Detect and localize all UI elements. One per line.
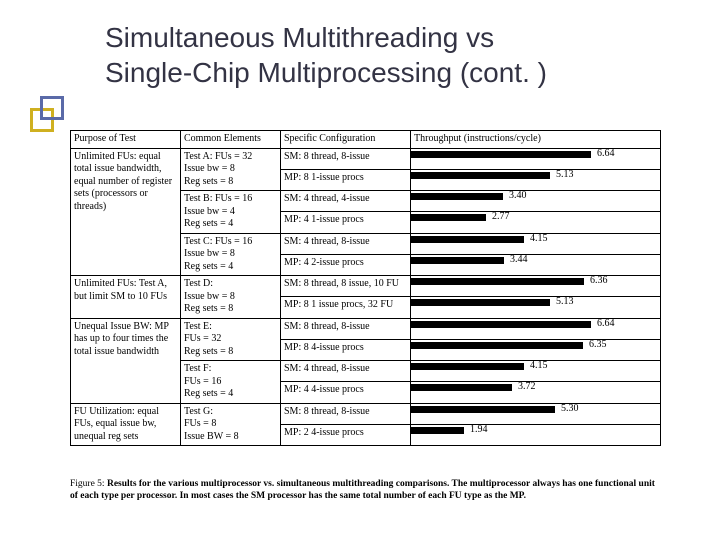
throughput-bar (411, 236, 524, 243)
specific-config-cell: SM: 4 thread, 8-issue (281, 361, 411, 382)
specific-config-cell: MP: 8 4-issue procs (281, 339, 411, 360)
specific-config-cell: MP: 2 4-issue procs (281, 424, 411, 445)
table-row: FU Utilization: equal FUs, equal issue b… (71, 403, 661, 424)
specific-config-cell: MP: 4 2-issue procs (281, 254, 411, 275)
throughput-value: 2.77 (492, 212, 510, 224)
throughput-cell: 4.15 (411, 233, 661, 254)
throughput-bar (411, 172, 550, 179)
throughput-bar (411, 384, 512, 391)
throughput-bar (411, 299, 550, 306)
throughput-value: 3.72 (518, 382, 536, 394)
throughput-bar (411, 278, 584, 285)
throughput-value: 6.64 (597, 318, 615, 330)
specific-config-cell: MP: 4 1-issue procs (281, 212, 411, 233)
throughput-cell: 3.44 (411, 254, 661, 275)
throughput-value: 6.35 (589, 339, 607, 351)
throughput-value: 4.15 (530, 233, 548, 245)
throughput-bar (411, 321, 591, 328)
slide-title: Simultaneous Multithreading vs Single-Ch… (105, 20, 665, 90)
specific-config-cell: SM: 8 thread, 8 issue, 10 FU (281, 276, 411, 297)
common-elements-cell: Test B: FUs = 16 Issue bw = 4 Reg sets =… (181, 191, 281, 234)
purpose-cell: FU Utilization: equal FUs, equal issue b… (71, 403, 181, 446)
specific-config-cell: MP: 8 1 issue procs, 32 FU (281, 297, 411, 318)
throughput-bar (411, 406, 555, 413)
throughput-cell: 4.15 (411, 361, 661, 382)
caption-text: Results for the various multiprocessor v… (70, 479, 655, 501)
throughput-value: 3.44 (510, 254, 528, 266)
table-row: Unequal Issue BW: MP has up to four time… (71, 318, 661, 339)
throughput-value: 6.64 (597, 148, 615, 160)
table-row: Unlimited FUs: Test A, but limit SM to 1… (71, 276, 661, 297)
specific-config-cell: SM: 4 thread, 4-issue (281, 191, 411, 212)
specific-config-cell: SM: 8 thread, 8-issue (281, 148, 411, 169)
throughput-cell: 1.94 (411, 424, 661, 445)
common-elements-cell: Test F: FUs = 16 Reg sets = 4 (181, 361, 281, 404)
throughput-value: 5.13 (556, 297, 574, 309)
specific-config-cell: MP: 4 4-issue procs (281, 382, 411, 403)
throughput-value: 6.36 (590, 276, 608, 288)
common-elements-cell: Test E: FUs = 32 Reg sets = 8 (181, 318, 281, 361)
specific-config-cell: MP: 8 1-issue procs (281, 169, 411, 190)
throughput-bar (411, 151, 591, 158)
throughput-cell: 3.72 (411, 382, 661, 403)
common-elements-cell: Test D: Issue bw = 8 Reg sets = 8 (181, 276, 281, 319)
throughput-cell: 2.77 (411, 212, 661, 233)
comparison-table: Purpose of Test Common Elements Specific… (70, 130, 660, 446)
throughput-bar (411, 363, 524, 370)
throughput-cell: 5.13 (411, 297, 661, 318)
purpose-cell: Unlimited FUs: equal total issue bandwid… (71, 148, 181, 276)
throughput-bar (411, 257, 504, 264)
th-common: Common Elements (181, 131, 281, 149)
title-line-2: Single-Chip Multiprocessing (cont. ) (105, 55, 665, 90)
throughput-bar (411, 214, 486, 221)
throughput-bar (411, 342, 583, 349)
specific-config-cell: SM: 8 thread, 8-issue (281, 318, 411, 339)
specific-config-cell: SM: 8 thread, 8-issue (281, 403, 411, 424)
figure-caption: Figure 5: Results for the various multip… (70, 478, 660, 503)
throughput-bar (411, 427, 464, 434)
table-row: Unlimited FUs: equal total issue bandwid… (71, 148, 661, 169)
throughput-value: 4.15 (530, 361, 548, 373)
common-elements-cell: Test C: FUs = 16 Issue bw = 8 Reg sets =… (181, 233, 281, 276)
caption-prefix: Figure 5: (70, 479, 107, 489)
throughput-cell: 6.36 (411, 276, 661, 297)
specific-config-cell: SM: 4 thread, 8-issue (281, 233, 411, 254)
throughput-value: 3.40 (509, 191, 527, 203)
purpose-cell: Unlimited FUs: Test A, but limit SM to 1… (71, 276, 181, 319)
th-throughput: Throughput (instructions/cycle) (411, 131, 661, 149)
throughput-bar (411, 193, 503, 200)
throughput-cell: 6.35 (411, 339, 661, 360)
purpose-cell: Unequal Issue BW: MP has up to four time… (71, 318, 181, 403)
title-bullet-inner (40, 96, 64, 120)
throughput-cell: 6.64 (411, 318, 661, 339)
throughput-value: 5.30 (561, 403, 579, 415)
common-elements-cell: Test A: FUs = 32 Issue bw = 8 Reg sets =… (181, 148, 281, 191)
th-purpose: Purpose of Test (71, 131, 181, 149)
throughput-cell: 5.30 (411, 403, 661, 424)
th-specific: Specific Configuration (281, 131, 411, 149)
common-elements-cell: Test G: FUs = 8 Issue BW = 8 (181, 403, 281, 446)
throughput-value: 1.94 (470, 424, 488, 436)
throughput-cell: 6.64 (411, 148, 661, 169)
title-line-1: Simultaneous Multithreading vs (105, 20, 665, 55)
throughput-cell: 5.13 (411, 169, 661, 190)
throughput-value: 5.13 (556, 169, 574, 181)
throughput-cell: 3.40 (411, 191, 661, 212)
